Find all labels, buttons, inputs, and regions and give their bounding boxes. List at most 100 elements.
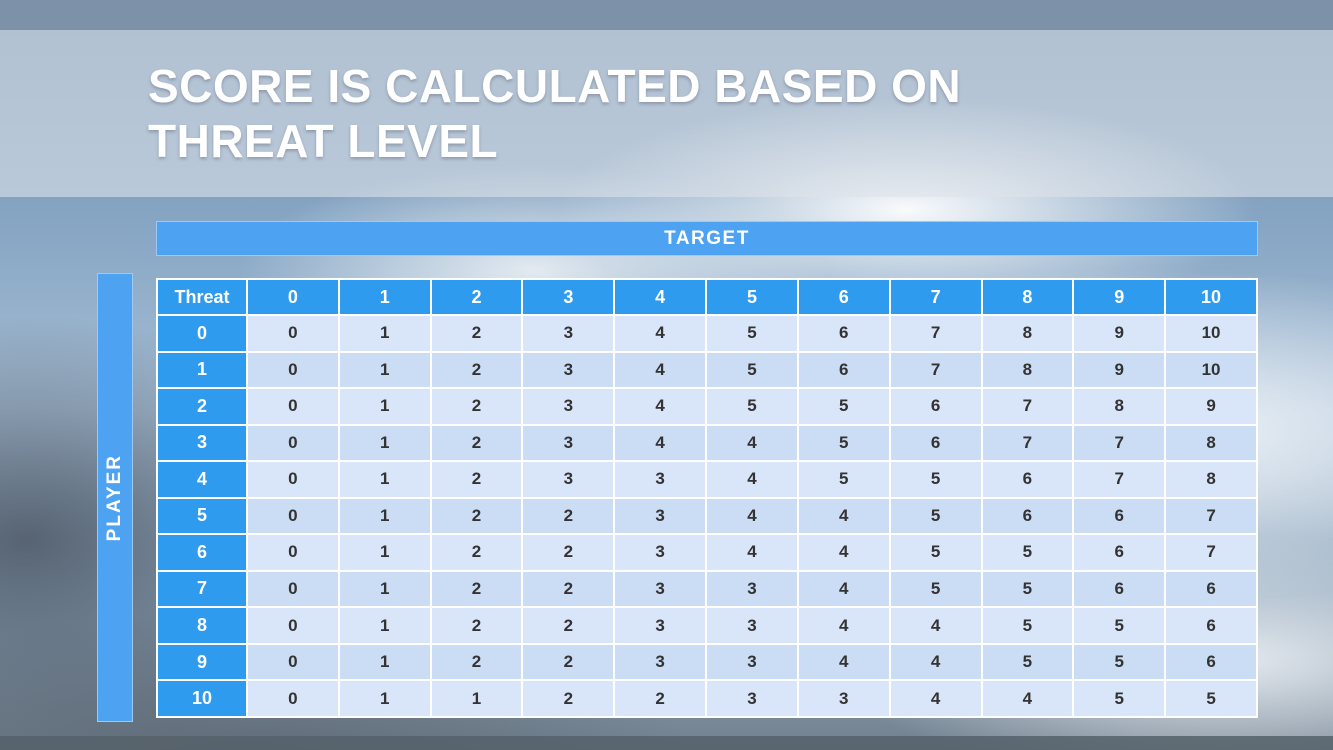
score-cell: 7 xyxy=(980,387,1075,426)
score-cell: 4 xyxy=(796,606,891,645)
column-header-target-0: 0 xyxy=(246,278,340,316)
score-cell: 2 xyxy=(613,679,708,718)
score-cell: 4 xyxy=(796,642,891,682)
score-cell: 5 xyxy=(1072,642,1167,682)
row-header-threat-5: 5 xyxy=(156,496,248,536)
score-cell: 0 xyxy=(246,423,340,463)
score-cell: 2 xyxy=(429,387,524,426)
score-cell: 2 xyxy=(521,569,616,609)
score-cell: 6 xyxy=(796,314,891,353)
score-cell: 6 xyxy=(1164,606,1258,645)
slide-title: SCORE IS CALCULATED BASED ON THREAT LEVEL xyxy=(0,59,961,168)
score-cell: 4 xyxy=(613,350,708,390)
score-cell: 2 xyxy=(521,679,616,718)
score-cell: 6 xyxy=(1072,569,1167,609)
player-axis-header: PLAYER xyxy=(97,273,133,722)
score-cell: 1 xyxy=(337,350,432,390)
table-row: 1 0 1 2 3 4 5 6 7 8 9 10 xyxy=(156,350,1258,390)
score-cell: 3 xyxy=(705,606,799,645)
column-header-target-7: 7 xyxy=(888,278,983,316)
score-cell: 4 xyxy=(980,679,1075,718)
score-cell: 5 xyxy=(980,533,1075,572)
score-cell: 3 xyxy=(521,387,616,426)
score-cell: 4 xyxy=(888,606,983,645)
column-header-target-8: 8 xyxy=(980,278,1075,316)
score-cell: 1 xyxy=(429,679,524,718)
table-row: 0 0 1 2 3 4 5 6 7 8 9 10 xyxy=(156,314,1258,353)
score-cell: 2 xyxy=(429,533,524,572)
score-cell: 0 xyxy=(246,679,340,718)
score-cell: 3 xyxy=(613,569,708,609)
score-cell: 4 xyxy=(796,569,891,609)
table-header-row: Threat 0 1 2 3 4 5 6 7 8 9 10 xyxy=(156,278,1258,316)
target-axis-label: TARGET xyxy=(664,227,750,249)
score-cell: 3 xyxy=(613,496,708,536)
score-cell: 2 xyxy=(429,569,524,609)
player-axis-label: PLAYER xyxy=(104,453,125,542)
target-axis-header: TARGET xyxy=(156,221,1258,256)
row-header-threat-10: 10 xyxy=(156,679,248,718)
score-cell: 7 xyxy=(888,350,983,390)
score-cell: 0 xyxy=(246,314,340,353)
row-header-threat-6: 6 xyxy=(156,533,248,572)
score-cell: 4 xyxy=(705,460,799,499)
score-cell: 0 xyxy=(246,350,340,390)
score-cell: 1 xyxy=(337,460,432,499)
score-cell: 6 xyxy=(1164,569,1258,609)
score-cell: 5 xyxy=(980,642,1075,682)
row-header-threat-8: 8 xyxy=(156,606,248,645)
score-cell: 1 xyxy=(337,423,432,463)
score-cell: 2 xyxy=(429,460,524,499)
score-cell: 5 xyxy=(796,460,891,499)
score-cell: 8 xyxy=(1072,387,1167,426)
score-cell: 3 xyxy=(521,314,616,353)
score-cell: 6 xyxy=(796,350,891,390)
score-cell: 10 xyxy=(1164,350,1258,390)
slide-title-line2: THREAT LEVEL xyxy=(148,114,499,167)
score-cell: 5 xyxy=(796,387,891,426)
score-cell: 2 xyxy=(429,496,524,536)
score-cell: 4 xyxy=(888,679,983,718)
score-cell: 4 xyxy=(705,423,799,463)
score-cell: 5 xyxy=(1164,679,1258,718)
bottom-bar xyxy=(0,736,1333,750)
score-cell: 1 xyxy=(337,496,432,536)
score-cell: 2 xyxy=(429,642,524,682)
score-cell: 6 xyxy=(888,423,983,463)
score-cell: 4 xyxy=(796,496,891,536)
score-cell: 1 xyxy=(337,569,432,609)
column-header-target-4: 4 xyxy=(613,278,708,316)
column-header-target-10: 10 xyxy=(1164,278,1258,316)
score-cell: 7 xyxy=(1164,533,1258,572)
column-header-target-3: 3 xyxy=(521,278,616,316)
score-cell: 6 xyxy=(1072,533,1167,572)
score-cell: 6 xyxy=(888,387,983,426)
score-cell: 5 xyxy=(705,350,799,390)
row-header-threat-9: 9 xyxy=(156,642,248,682)
score-cell: 0 xyxy=(246,496,340,536)
score-cell: 0 xyxy=(246,642,340,682)
score-cell: 6 xyxy=(1072,496,1167,536)
score-cell: 8 xyxy=(1164,423,1258,463)
score-cell: 8 xyxy=(980,350,1075,390)
row-header-threat-1: 1 xyxy=(156,350,248,390)
score-cell: 6 xyxy=(980,460,1075,499)
score-cell: 7 xyxy=(980,423,1075,463)
score-cell: 1 xyxy=(337,679,432,718)
score-cell: 2 xyxy=(429,423,524,463)
row-header-threat-0: 0 xyxy=(156,314,248,353)
score-cell: 7 xyxy=(1164,496,1258,536)
score-cell: 7 xyxy=(1072,460,1167,499)
score-cell: 9 xyxy=(1072,314,1167,353)
score-cell: 1 xyxy=(337,314,432,353)
row-header-threat-3: 3 xyxy=(156,423,248,463)
score-cell: 3 xyxy=(796,679,891,718)
score-cell: 5 xyxy=(980,569,1075,609)
score-cell: 2 xyxy=(521,496,616,536)
